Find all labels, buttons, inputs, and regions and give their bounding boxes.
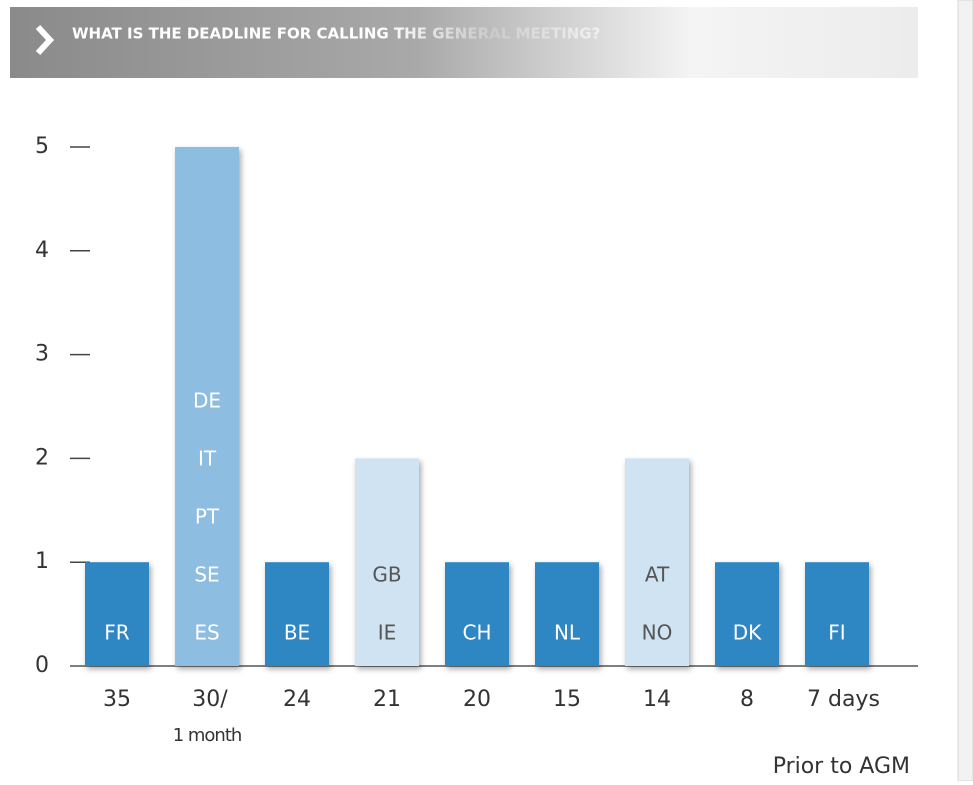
x-tick-label: 14 (643, 687, 671, 712)
y-tick-label: 5 (35, 134, 49, 159)
bar (625, 458, 689, 666)
x-tick-label: 35 (103, 687, 131, 712)
bar (175, 147, 239, 666)
bar-label: GB (372, 563, 401, 587)
bar-label: FR (104, 621, 130, 645)
bar (535, 562, 599, 666)
chart-title: WHAT IS THE DEADLINE FOR CALLING THE GEN… (72, 25, 600, 43)
x-tick-label: 15 (553, 687, 581, 712)
bar-label: DK (733, 621, 762, 645)
bar-label: BE (284, 621, 310, 645)
x-tick-label: 7 days (807, 687, 880, 712)
header-band (10, 7, 918, 78)
bar-label: DE (193, 389, 221, 413)
bar (445, 562, 509, 666)
y-tick-label: 2 (35, 445, 49, 470)
x-tick-label: 24 (283, 687, 311, 712)
bar (355, 458, 419, 666)
x-tick-label: 30/ (192, 687, 228, 712)
bar (265, 562, 329, 666)
x-tick-label: 20 (463, 687, 491, 712)
bar-label: NL (554, 621, 581, 645)
bar-label: IE (378, 621, 397, 645)
bar-label: IT (198, 447, 217, 471)
bar (85, 562, 149, 666)
bar (715, 562, 779, 666)
bar (805, 562, 869, 666)
bar-label: NO (642, 621, 673, 645)
y-tick-label: 4 (35, 238, 49, 263)
x-tick-label: 1 month (173, 725, 242, 746)
y-tick-label: 0 (35, 653, 49, 678)
x-tick-label: 21 (373, 687, 401, 712)
bar-label: SE (194, 563, 219, 587)
scrollbar (957, 0, 973, 782)
header-chevron (35, 24, 55, 56)
bar-label: ES (194, 621, 219, 645)
bar-label: AT (645, 563, 670, 587)
y-tick-label: 3 (35, 342, 49, 367)
bar-label: PT (195, 505, 220, 529)
y-tick-label: 1 (35, 549, 49, 574)
x-axis-label: Prior to AGM (773, 754, 910, 779)
bar-label: CH (462, 621, 491, 645)
x-tick-label: 8 (740, 687, 754, 712)
bar-label: FI (828, 621, 845, 645)
